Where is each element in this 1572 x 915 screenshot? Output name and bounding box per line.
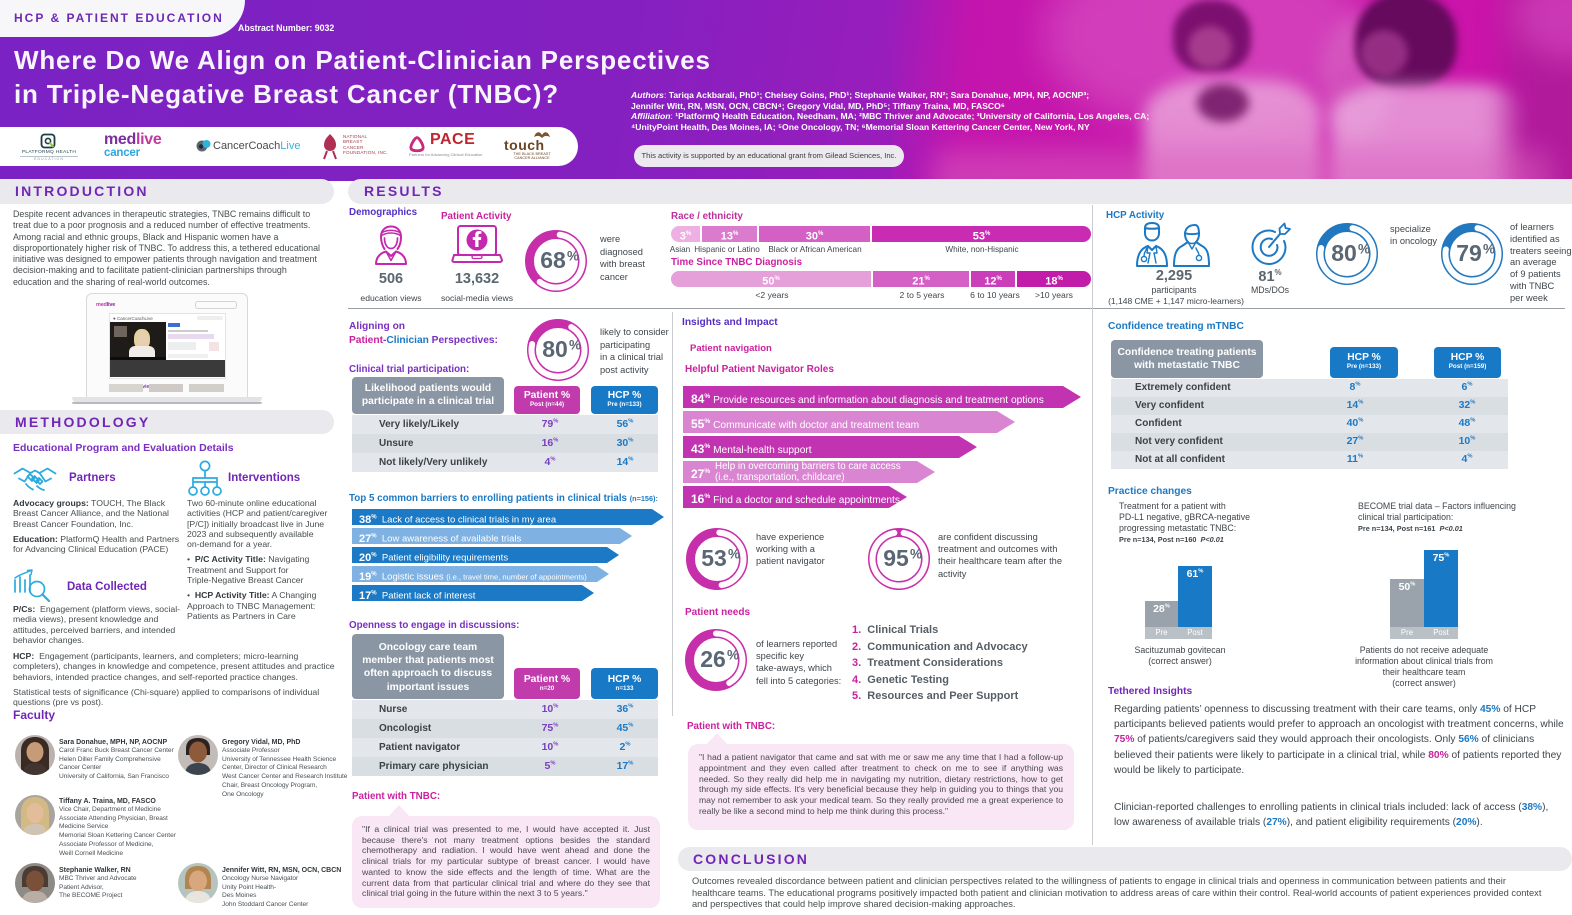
- svg-text:79: 79: [1456, 240, 1482, 266]
- svg-text:80: 80: [1331, 240, 1357, 266]
- svg-text:68: 68: [540, 247, 566, 273]
- svg-text:%: %: [728, 547, 740, 562]
- svg-text:53: 53: [701, 545, 727, 571]
- svg-text:%: %: [1483, 242, 1495, 257]
- svg-text:80: 80: [542, 336, 568, 362]
- svg-text:%: %: [910, 547, 922, 562]
- svg-text:95: 95: [883, 545, 909, 571]
- svg-text:26: 26: [700, 646, 726, 672]
- svg-text:%: %: [567, 249, 579, 264]
- svg-text:%: %: [1358, 242, 1370, 257]
- svg-text:%: %: [727, 648, 739, 663]
- svg-text:%: %: [569, 338, 581, 353]
